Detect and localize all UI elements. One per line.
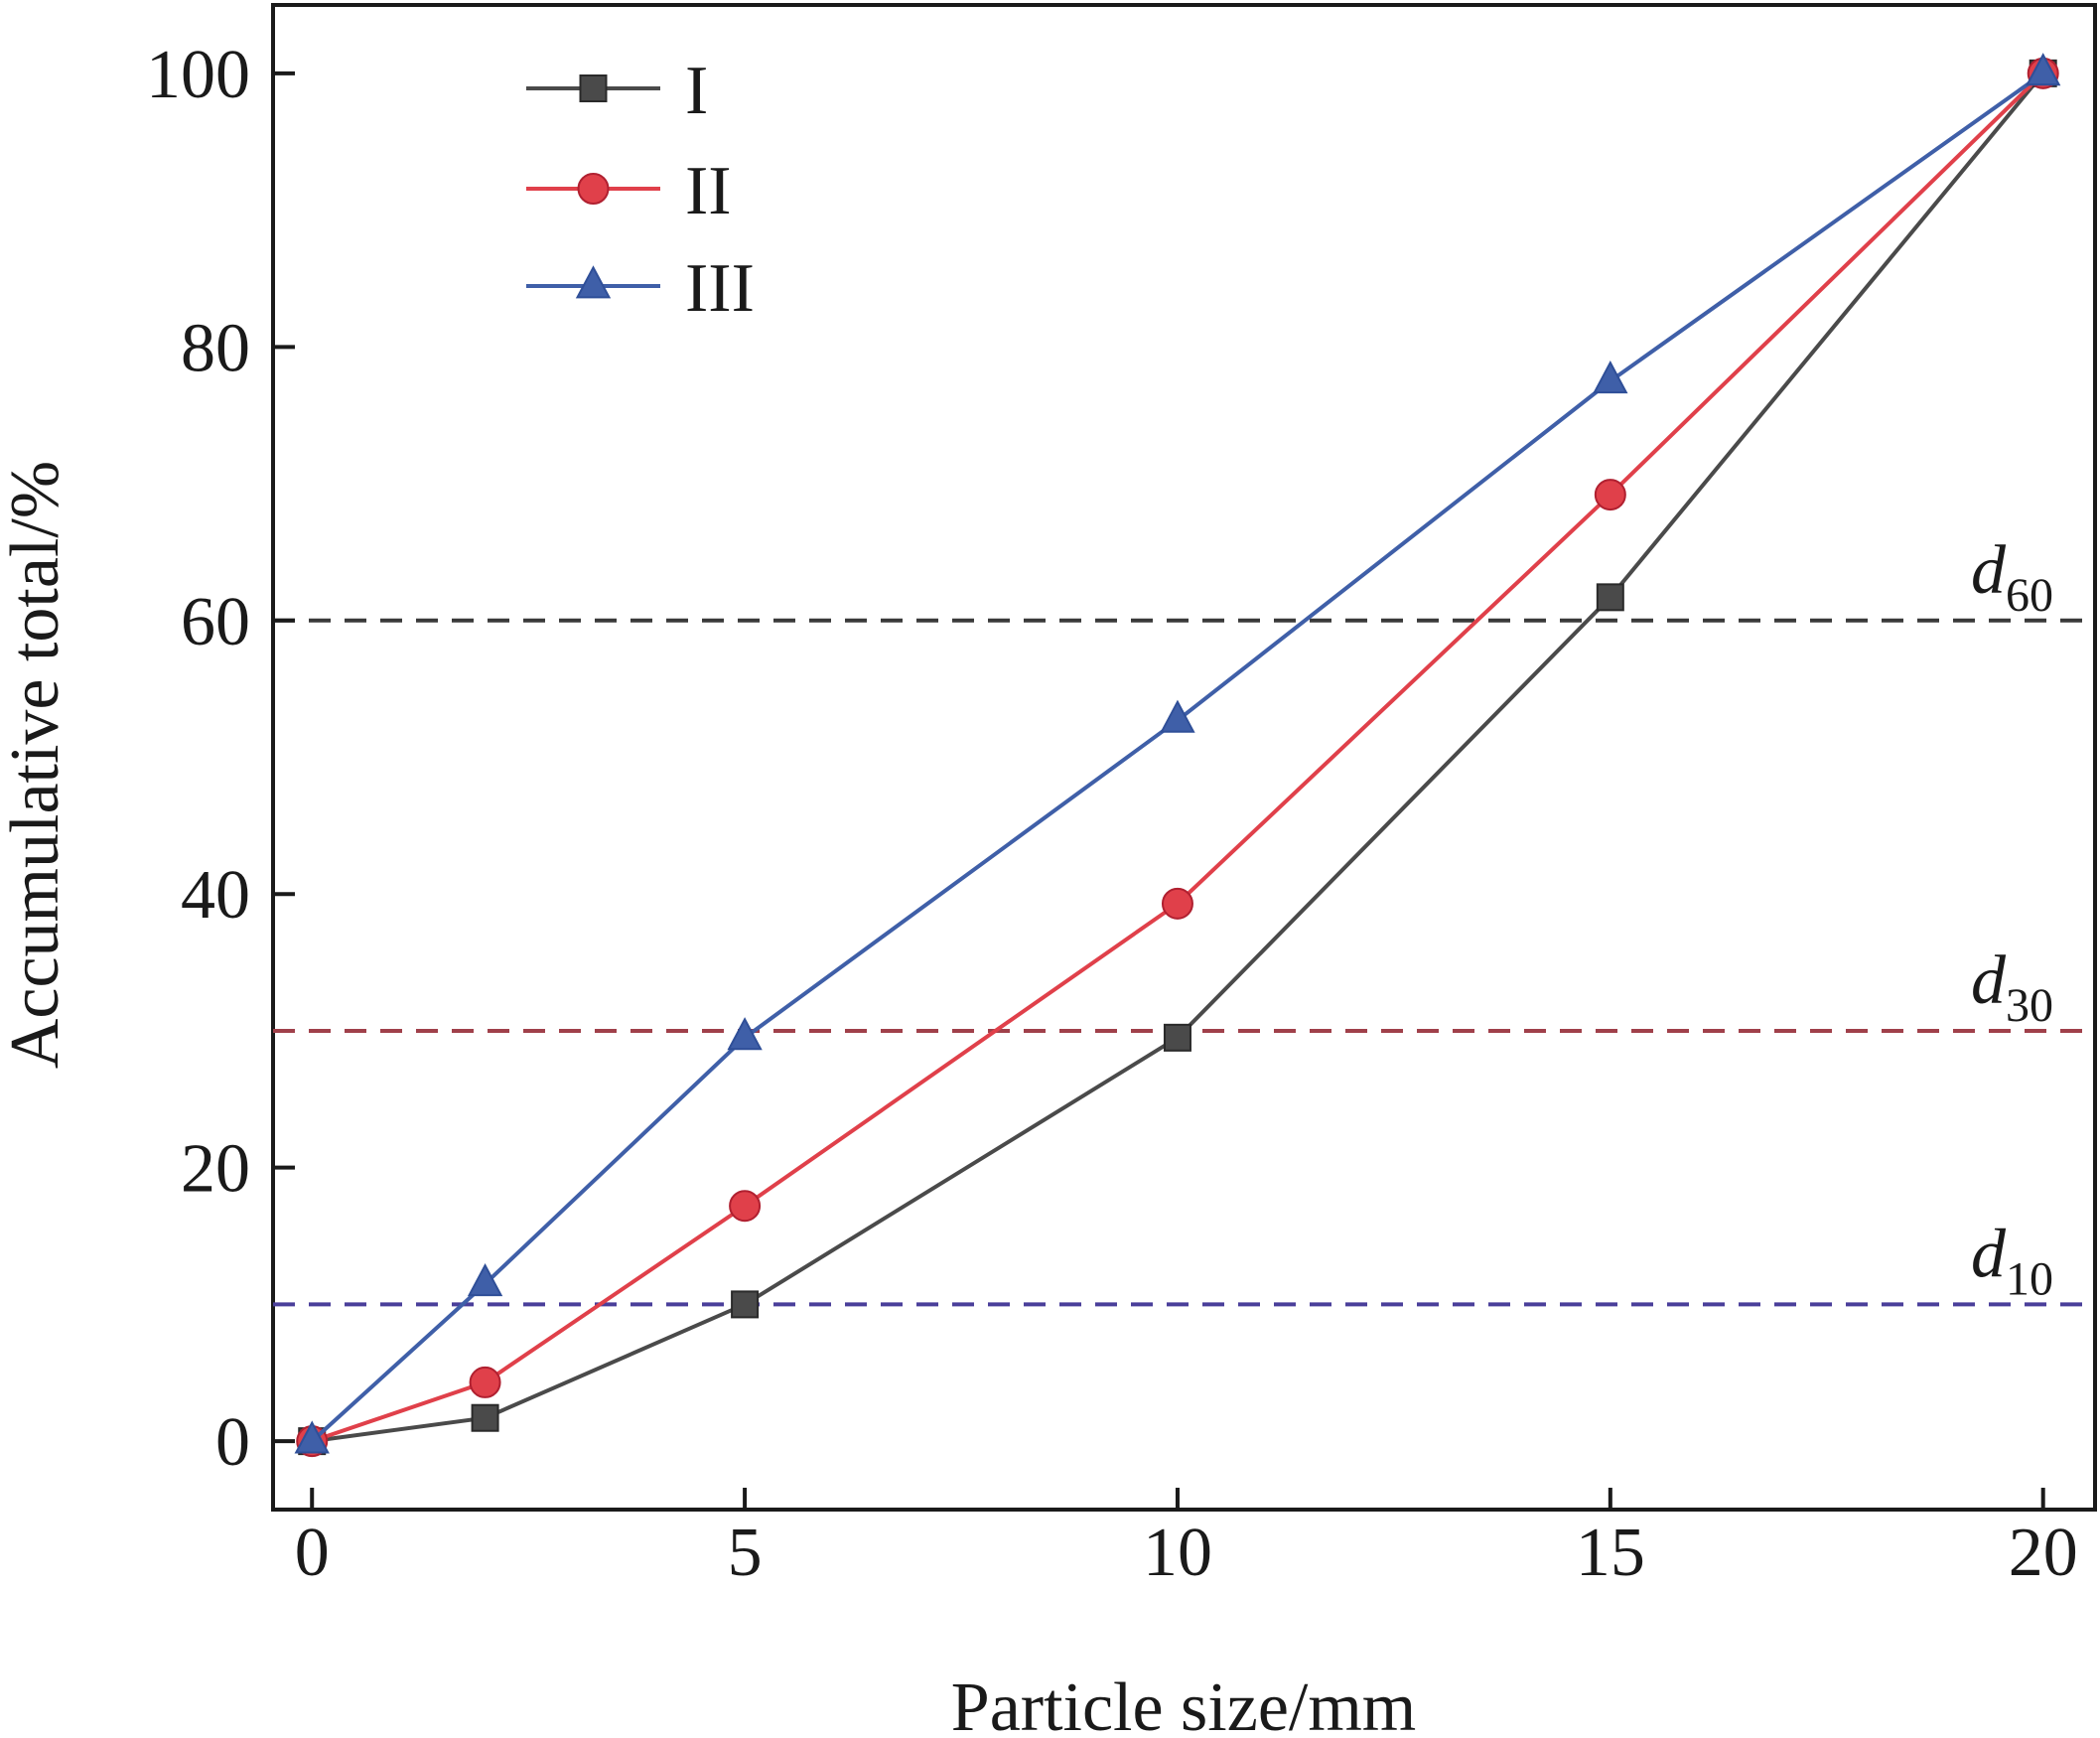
data-point-II bbox=[729, 1190, 762, 1223]
y-tick-label: 60 bbox=[181, 584, 250, 660]
legend-marker bbox=[575, 265, 612, 299]
data-point-II bbox=[1161, 887, 1193, 920]
x-tick-label: 0 bbox=[295, 1515, 330, 1591]
data-point-I bbox=[1596, 583, 1624, 612]
x-tick-label: 5 bbox=[728, 1515, 763, 1591]
y-tick-label: 100 bbox=[146, 37, 250, 113]
plot-frame bbox=[271, 3, 2097, 1512]
series-I bbox=[298, 59, 2057, 1456]
y-tick-label: 20 bbox=[181, 1131, 250, 1208]
data-point-I bbox=[471, 1403, 499, 1432]
reference-label-d60: d60 bbox=[1971, 532, 2053, 622]
data-point-II bbox=[469, 1366, 501, 1398]
series-line-I bbox=[311, 72, 2045, 1444]
legend-item-III: III bbox=[526, 250, 755, 327]
legend-item-II: II bbox=[526, 153, 732, 229]
legend-label: III bbox=[685, 250, 755, 327]
reference-label-d30: d30 bbox=[1971, 942, 2053, 1032]
data-point-I bbox=[731, 1290, 760, 1319]
x-tick-label: 20 bbox=[2009, 1515, 2078, 1591]
y-tick-label: 0 bbox=[215, 1404, 250, 1481]
series-line-II bbox=[311, 72, 2045, 1444]
data-point-III bbox=[1593, 361, 1628, 394]
legend-item-I: I bbox=[526, 53, 708, 129]
legend-marker bbox=[579, 74, 608, 102]
legend-label: I bbox=[685, 53, 708, 129]
data-point-I bbox=[1163, 1023, 1191, 1052]
data-point-III bbox=[1160, 699, 1195, 733]
legend-label: II bbox=[685, 153, 732, 229]
reference-lines: d60 d30 d10 bbox=[273, 532, 2095, 1307]
legend-marker bbox=[577, 173, 610, 205]
series-III bbox=[294, 53, 2061, 1454]
data-point-III bbox=[727, 1017, 763, 1051]
data-point-III bbox=[2026, 53, 2061, 86]
y-axis-title: Accumulative total/% bbox=[0, 461, 73, 1069]
data-point-III bbox=[467, 1263, 503, 1297]
series-layer bbox=[294, 53, 2061, 1458]
x-axis-title: Particle size/mm bbox=[951, 1669, 1416, 1738]
data-point-III bbox=[294, 1420, 330, 1454]
data-point-II bbox=[1594, 479, 1626, 511]
series-line-III bbox=[310, 72, 2044, 1443]
x-tick-label: 10 bbox=[1143, 1515, 1212, 1591]
y-tick-label: 40 bbox=[181, 857, 250, 934]
axis-ticks: 0 5 10 15 20 0 20 40 60 80 100 bbox=[146, 37, 2078, 1591]
y-tick-label: 80 bbox=[181, 310, 250, 386]
x-tick-label: 15 bbox=[1576, 1515, 1645, 1591]
reference-label-d10: d10 bbox=[1971, 1216, 2053, 1305]
series-II bbox=[296, 57, 2059, 1458]
